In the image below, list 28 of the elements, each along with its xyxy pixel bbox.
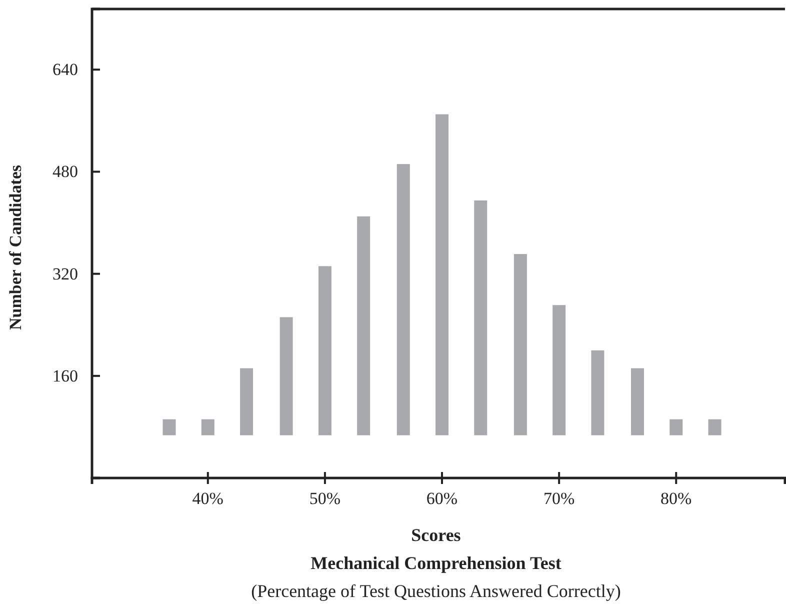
x-tick-label: 80% (660, 489, 692, 508)
x-axis-title: Scores (411, 525, 461, 545)
bar (396, 164, 410, 436)
text: (Percentage of Test Questions Answered Correctly) (251, 581, 621, 601)
y-tick-label: 480 (52, 162, 78, 182)
y-tick-label: 160 (52, 366, 78, 386)
x-tick-label: 50% (309, 489, 341, 508)
bar (357, 216, 370, 436)
text: Mechanical Comprehension Test (310, 553, 562, 573)
bar (201, 419, 214, 436)
x-tick-label: 60% (426, 489, 458, 508)
bar (552, 305, 566, 436)
bar (591, 350, 604, 436)
y-tick-label: 640 (52, 60, 78, 80)
bar (474, 200, 488, 436)
bar (708, 419, 722, 436)
bar (436, 114, 449, 436)
bar (162, 419, 176, 436)
bar (514, 254, 527, 436)
bar (280, 317, 293, 436)
bar (318, 266, 332, 436)
bar (631, 368, 644, 436)
bar (670, 419, 683, 436)
x-tick-label: 40% (192, 489, 224, 508)
x-tick-label: 70% (543, 489, 575, 508)
bar (240, 368, 254, 436)
y-tick-label: 320 (52, 264, 78, 284)
y-axis-title: Number of Candidates (6, 164, 25, 330)
